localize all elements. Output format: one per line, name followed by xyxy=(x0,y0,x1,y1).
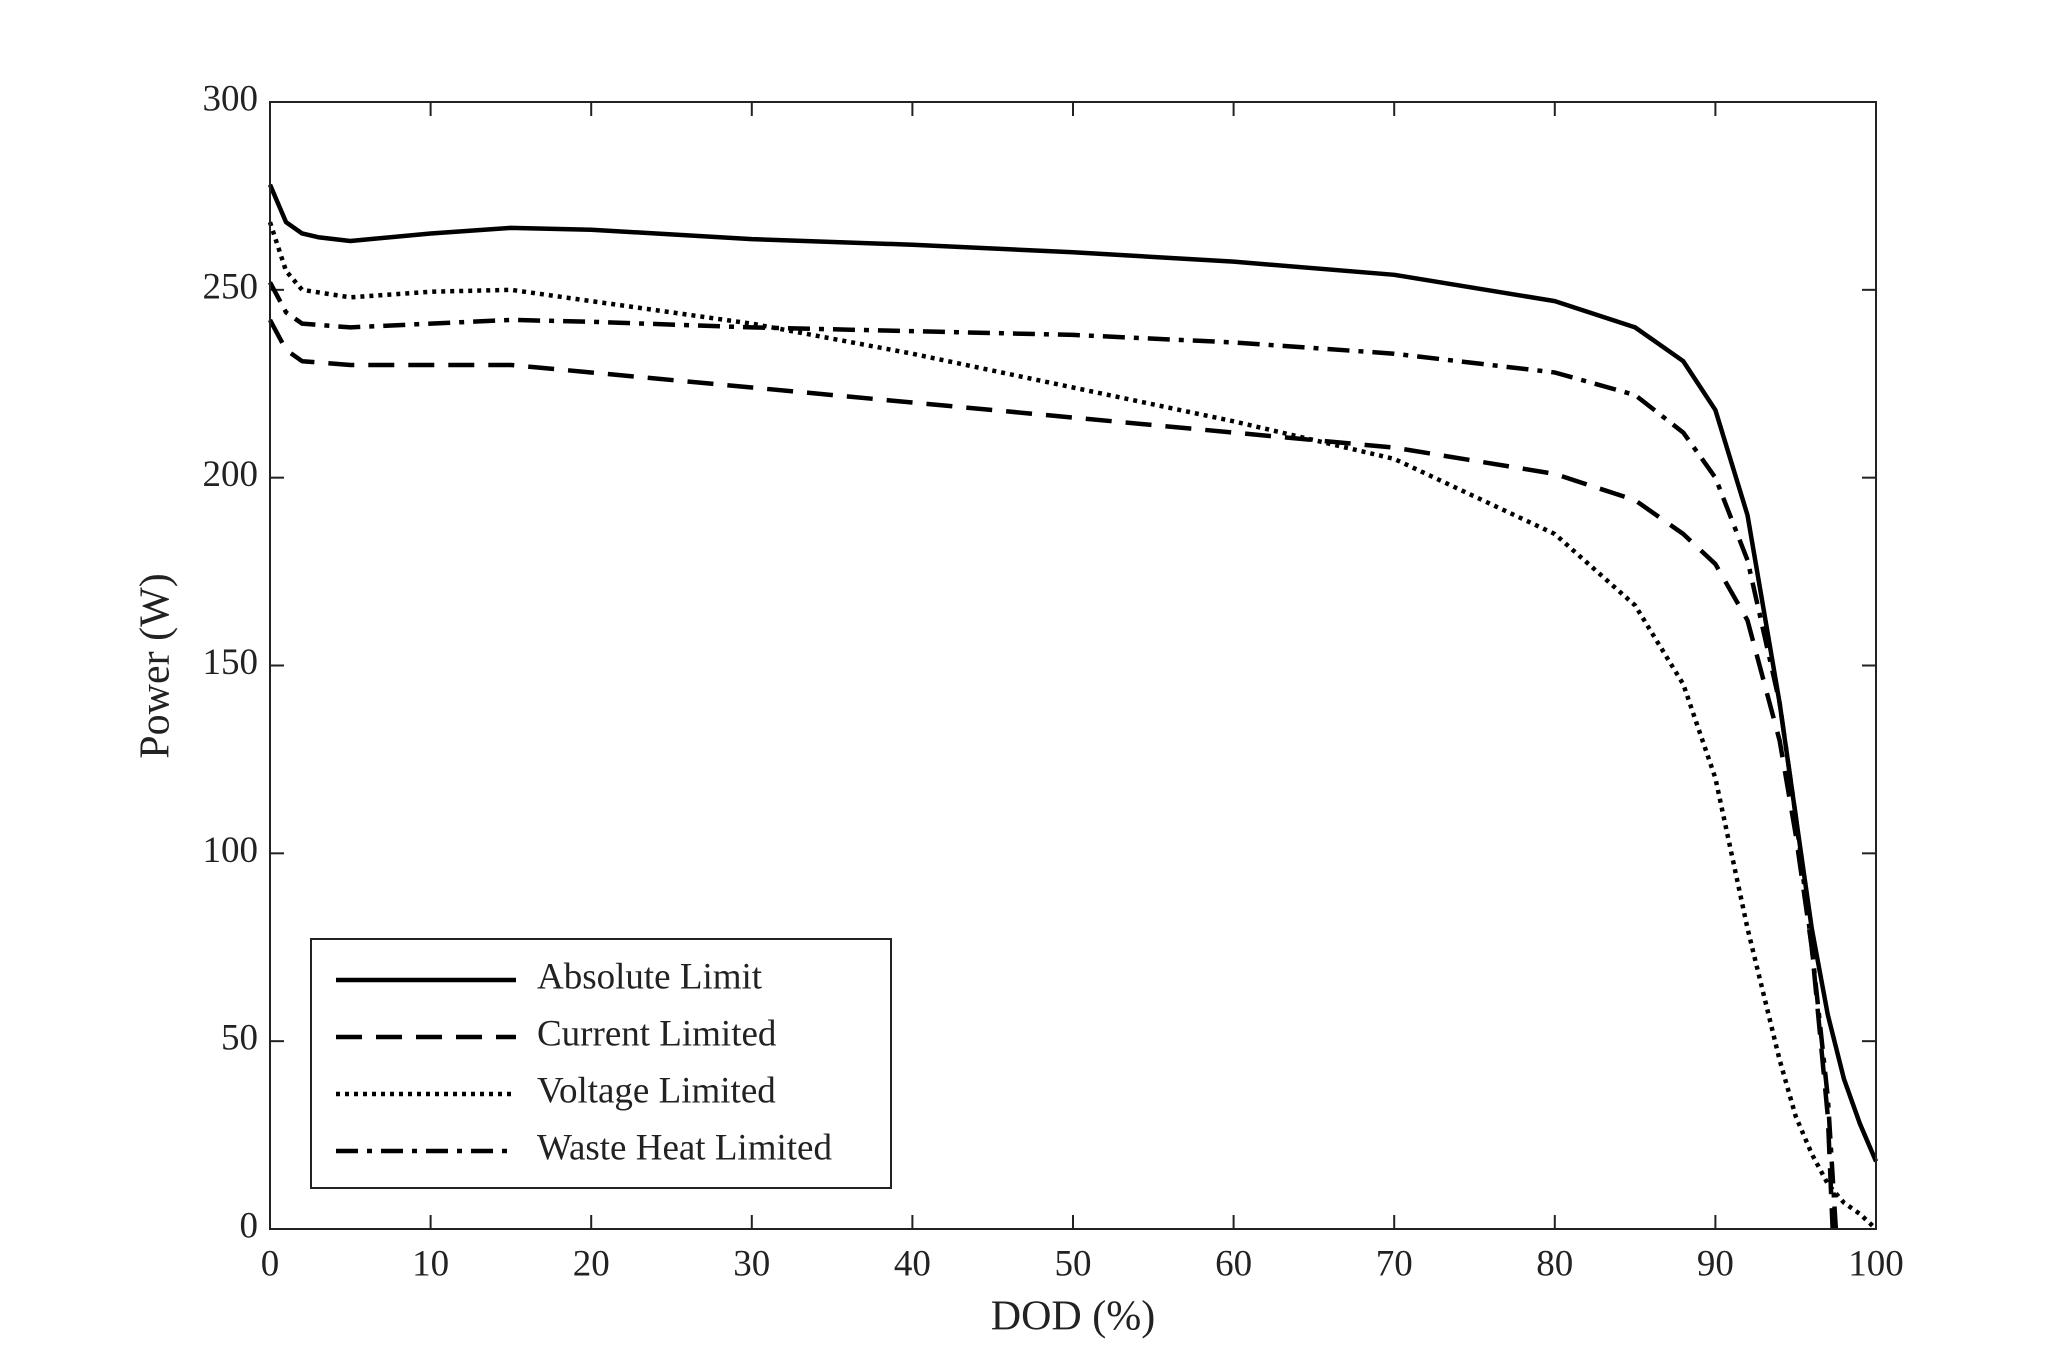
series-line xyxy=(267,183,1879,1163)
y-tick-label: 100 xyxy=(203,830,259,871)
y-axis-label: Power (W) xyxy=(133,573,179,758)
x-tick-label: 70 xyxy=(1376,1243,1413,1284)
x-tick-label: 60 xyxy=(1215,1243,1252,1284)
x-tick-label: 0 xyxy=(261,1243,280,1284)
x-tick-label: 100 xyxy=(1848,1243,1904,1284)
x-tick-label: 90 xyxy=(1697,1243,1734,1284)
series-line xyxy=(268,281,1839,1230)
y-tick-label: 50 xyxy=(221,1018,258,1059)
x-tick-label: 50 xyxy=(1055,1243,1092,1284)
series-line xyxy=(268,318,1835,1230)
y-tick-label: 0 xyxy=(240,1205,259,1246)
plot-frame xyxy=(269,101,1877,1230)
x-tick-label: 80 xyxy=(1536,1243,1573,1284)
legend-label: Waste Heat Limited xyxy=(537,1127,832,1168)
x-tick-label: 10 xyxy=(412,1243,449,1284)
y-tick-label: 250 xyxy=(203,266,259,307)
y-tick-label: 150 xyxy=(203,642,259,683)
x-tick-label: 30 xyxy=(733,1243,770,1284)
legend-label: Absolute Limit xyxy=(537,956,763,997)
x-tick-label: 20 xyxy=(573,1243,610,1284)
y-tick-label: 300 xyxy=(203,78,259,119)
x-tick-label: 40 xyxy=(894,1243,931,1284)
x-axis-label: DOD (%) xyxy=(991,1294,1155,1340)
legend-label: Voltage Limited xyxy=(537,1070,776,1111)
series-line xyxy=(267,221,1878,1231)
y-tick-label: 200 xyxy=(203,454,259,495)
legend-label: Current Limited xyxy=(537,1013,777,1054)
